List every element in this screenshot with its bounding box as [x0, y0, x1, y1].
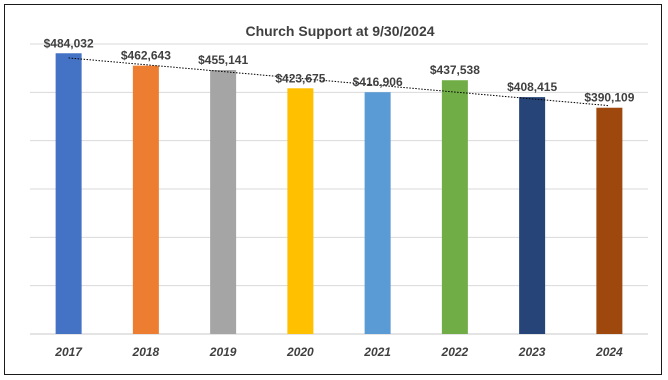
trendline [68, 57, 610, 107]
chart-title: Church Support at 9/30/2024 [245, 23, 434, 39]
x-tick-2017: 2017 [54, 345, 83, 359]
bars [55, 53, 623, 335]
x-tick-2023: 2023 [518, 345, 546, 359]
x-tick-2018: 2018 [132, 345, 160, 359]
data-label-2023: $408,415 [507, 80, 557, 94]
trendline-group [68, 57, 610, 107]
data-label-2018: $462,643 [121, 49, 171, 63]
x-tick-2019: 2019 [209, 345, 237, 359]
data-label-2017: $484,032 [44, 36, 94, 50]
bar-2021 [364, 92, 391, 334]
bar-2020 [287, 88, 314, 335]
x-tick-2024: 2024 [595, 345, 623, 359]
data-labels: $484,032 $462,643 $455,141 $423,675 $416,906… [44, 36, 635, 104]
bar-2022 [441, 80, 468, 334]
bar-2023 [519, 97, 546, 335]
data-label-2022: $437,538 [430, 63, 480, 77]
x-tick-2020: 2020 [286, 345, 314, 359]
bar-2017 [55, 53, 82, 334]
x-tick-2021: 2021 [363, 345, 391, 359]
data-label-2024: $390,109 [584, 91, 634, 105]
data-label-2021: $416,906 [353, 75, 403, 89]
bar-2019 [210, 70, 237, 334]
data-label-2019: $455,141 [198, 53, 248, 67]
bar-2018 [132, 65, 159, 335]
data-label-2020: $423,675 [275, 71, 325, 85]
x-tick-2022: 2022 [441, 345, 469, 359]
x-axis-ticks: 2017 2018 2019 2020 2021 2022 2023 2024 [54, 345, 623, 359]
bar-2024 [596, 107, 623, 334]
